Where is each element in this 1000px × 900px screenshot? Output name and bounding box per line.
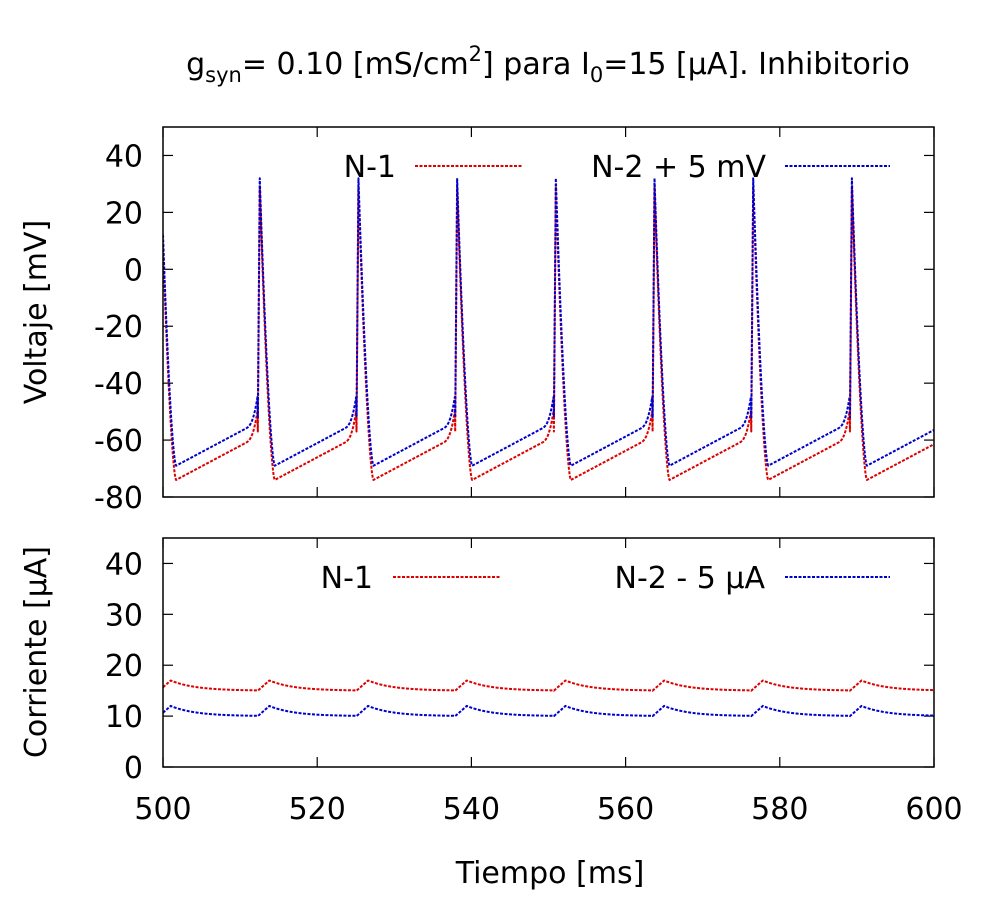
current-panel: 0 10 20 30 40 500 520 540 560 580 600 N-1 N-2 - 5 μA — [105, 538, 963, 827]
figure-title: gsyn= 0.10 [mS/cm2] para I0=15 [μA]. Inh… — [186, 42, 910, 87]
legend-label-2: N-2 - 5 μA — [615, 561, 766, 596]
voltage-plot-frame — [162, 126, 935, 498]
x-tick-label: 540 — [443, 792, 500, 827]
y-tick-label: 30 — [105, 598, 143, 633]
voltage-panel: -80 -60 -40 -20 0 20 40 N-1 N-2 + 5 mV — [94, 127, 935, 516]
title-subscript: syn — [205, 63, 242, 87]
series-line-2 — [163, 704, 934, 718]
series-line-1 — [163, 679, 934, 692]
y-tick-label: 0 — [124, 751, 143, 786]
legend-label-1: N-1 — [344, 150, 396, 185]
current-y-axis-label: Corriente [μA] — [19, 546, 54, 758]
y-tick-label: 20 — [105, 649, 143, 684]
y-tick-label: -20 — [94, 310, 143, 345]
x-tick-label: 580 — [751, 792, 808, 827]
x-tick-label: 500 — [134, 792, 191, 827]
x-tick-label: 520 — [289, 792, 346, 827]
y-tick-label: -80 — [94, 481, 143, 516]
x-tick-label: 560 — [597, 792, 654, 827]
legend-label-2: N-2 + 5 mV — [591, 150, 766, 185]
series-line-2 — [163, 177, 934, 467]
legend-label-1: N-1 — [321, 561, 373, 596]
series-line-1 — [163, 185, 934, 481]
y-tick-label: 40 — [105, 547, 143, 582]
title-subscript-2: 0 — [590, 63, 603, 87]
y-tick-label: -40 — [94, 367, 143, 402]
current-plot-frame — [162, 537, 935, 768]
x-axis-label: Tiempo [ms] — [455, 856, 645, 891]
title-superscript: 2 — [469, 42, 482, 66]
y-tick-label: 20 — [105, 196, 143, 231]
y-tick-label: 10 — [105, 700, 143, 735]
y-tick-label: 0 — [124, 253, 143, 288]
y-tick-label: 40 — [105, 139, 143, 174]
y-tick-label: -60 — [94, 424, 143, 459]
x-tick-label: 600 — [905, 792, 962, 827]
voltage-y-axis-label: Voltaje [mV] — [19, 220, 54, 405]
